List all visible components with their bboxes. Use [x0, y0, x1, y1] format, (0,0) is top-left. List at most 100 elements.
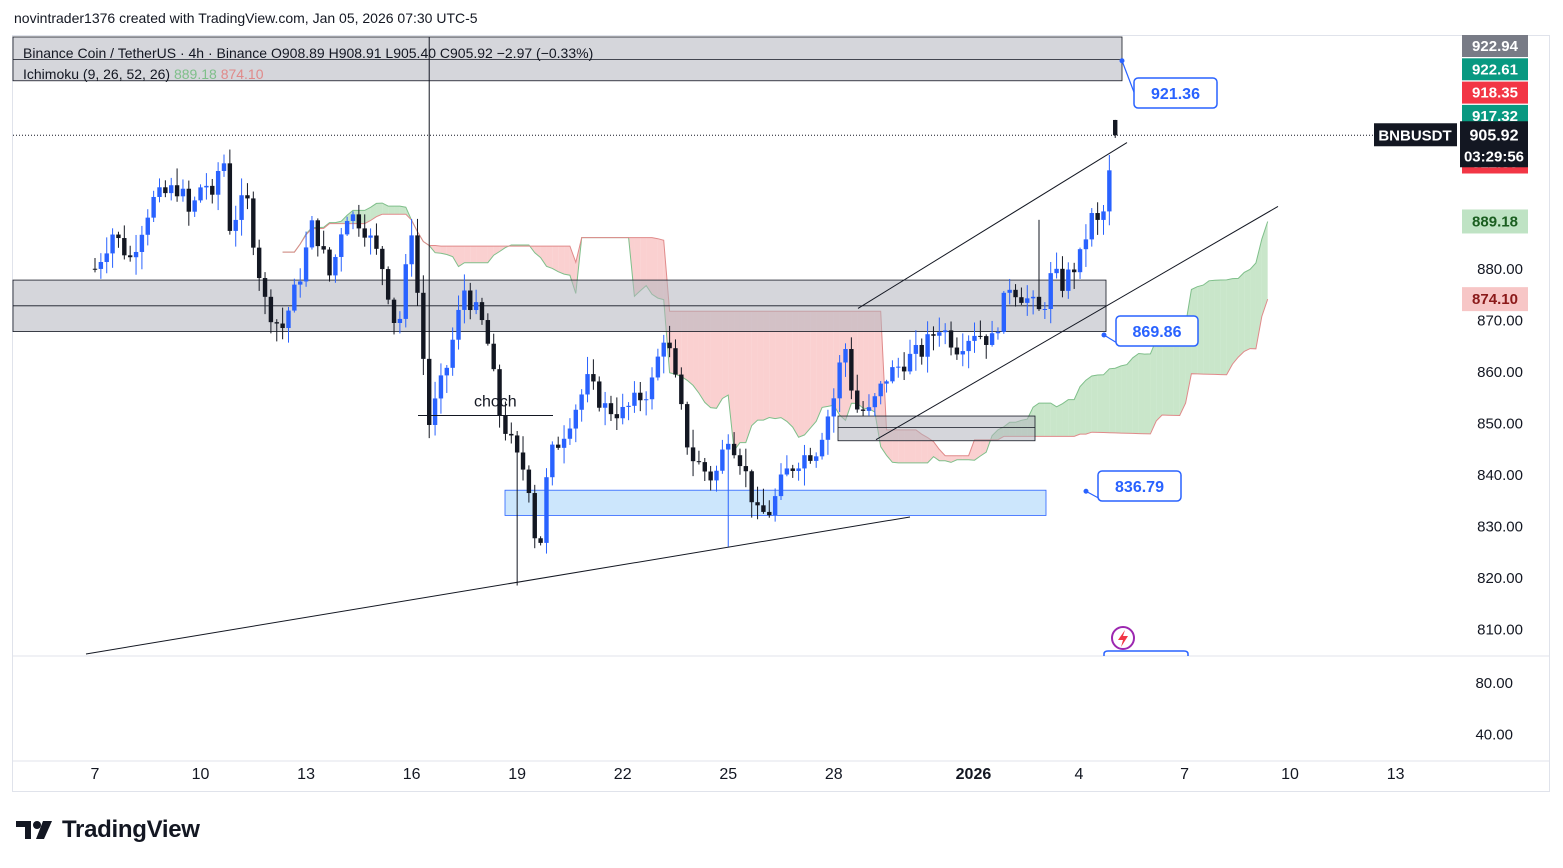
candle-body[interactable]	[931, 334, 936, 336]
candle-body[interactable]	[104, 253, 109, 263]
candle-body[interactable]	[151, 196, 156, 218]
indicator-legend[interactable]: Ichimoku (9, 26, 52, 26) 889.18 874.10	[23, 66, 264, 82]
candle-body[interactable]	[268, 296, 274, 323]
candle-body[interactable]	[796, 468, 801, 471]
candle-body[interactable]	[321, 246, 326, 250]
candle-body[interactable]	[1030, 296, 1036, 299]
candle-body[interactable]	[1019, 297, 1024, 303]
candle-body[interactable]	[1071, 269, 1077, 273]
candle-body[interactable]	[567, 428, 573, 439]
candle-body[interactable]	[92, 268, 98, 270]
candle-body[interactable]	[731, 443, 737, 456]
candle-body[interactable]	[743, 466, 749, 472]
candle-body[interactable]	[127, 255, 133, 258]
candle-body[interactable]	[251, 198, 256, 248]
candle-body[interactable]	[497, 369, 502, 416]
candle-body[interactable]	[655, 356, 661, 378]
candle-body[interactable]	[344, 220, 350, 235]
candle-body[interactable]	[368, 235, 373, 238]
candle-body[interactable]	[391, 299, 397, 323]
candle-body[interactable]	[1054, 268, 1059, 274]
candle-body[interactable]	[397, 318, 403, 323]
span-b-badge[interactable]	[1462, 287, 1528, 312]
candle-body[interactable]	[1077, 249, 1083, 273]
candle-body[interactable]	[374, 235, 379, 249]
candle-body[interactable]	[339, 234, 344, 257]
candle-body[interactable]	[116, 234, 121, 239]
candle-body[interactable]	[145, 217, 150, 235]
candle-body[interactable]	[673, 348, 678, 375]
candle-body[interactable]	[896, 366, 901, 368]
candle-body[interactable]	[808, 455, 813, 461]
span-a-badge[interactable]	[1462, 209, 1528, 234]
candle-body[interactable]	[532, 493, 537, 539]
candle-body[interactable]	[415, 235, 420, 293]
candle-body[interactable]	[233, 219, 238, 231]
candle-body[interactable]	[995, 331, 1001, 334]
candle-body[interactable]	[556, 444, 561, 448]
candle-body[interactable]	[98, 262, 104, 269]
candle-body[interactable]	[843, 349, 848, 363]
candle-body[interactable]	[726, 443, 731, 450]
candle-body[interactable]	[204, 185, 209, 188]
candle-body[interactable]	[602, 403, 608, 408]
candle-body[interactable]	[350, 214, 356, 221]
candle-body[interactable]	[1007, 289, 1012, 293]
candle-body[interactable]	[608, 403, 614, 415]
candle-body[interactable]	[667, 342, 672, 349]
candle-body[interactable]	[157, 187, 162, 197]
candle-body[interactable]	[186, 188, 192, 212]
price-badge[interactable]	[1462, 58, 1528, 81]
candle-body[interactable]	[192, 200, 197, 212]
candle-body[interactable]	[591, 374, 596, 382]
candle-body[interactable]	[227, 163, 233, 231]
candle-body[interactable]	[1089, 213, 1094, 240]
channel-lower-line[interactable]	[875, 206, 1279, 441]
candle-body[interactable]	[286, 310, 291, 329]
candle-body[interactable]	[491, 343, 496, 370]
candle-body[interactable]	[1113, 119, 1118, 136]
candle-body[interactable]	[327, 249, 332, 276]
candle-body[interactable]	[333, 256, 338, 276]
candle-body[interactable]	[526, 469, 532, 494]
candle-body[interactable]	[274, 322, 279, 324]
candle-body[interactable]	[972, 335, 977, 341]
tradingview-logo[interactable]: TradingView	[16, 816, 200, 844]
candle-body[interactable]	[174, 185, 180, 197]
candle-body[interactable]	[180, 188, 186, 197]
price-badge[interactable]	[1462, 35, 1528, 57]
candle-body[interactable]	[514, 435, 520, 453]
candle-body[interactable]	[1013, 289, 1018, 298]
candle-body[interactable]	[855, 390, 860, 410]
candle-body[interactable]	[509, 433, 514, 436]
supply-zone[interactable]	[12, 36, 1123, 82]
candle-body[interactable]	[210, 185, 215, 195]
candle-body[interactable]	[456, 309, 461, 340]
candle-body[interactable]	[597, 381, 602, 408]
candle-body[interactable]	[737, 455, 743, 467]
candle-body[interactable]	[984, 336, 989, 345]
candle-body[interactable]	[1042, 308, 1048, 310]
candle-body[interactable]	[1036, 296, 1042, 310]
candle-body[interactable]	[866, 407, 872, 411]
candle-body[interactable]	[679, 374, 684, 405]
candle-body[interactable]	[579, 394, 584, 410]
candle-body[interactable]	[309, 220, 315, 248]
candle-body[interactable]	[837, 362, 842, 399]
candle-body[interactable]	[432, 398, 438, 425]
candle-body[interactable]	[954, 347, 960, 355]
candle-body[interactable]	[702, 462, 707, 472]
candle-body[interactable]	[215, 170, 221, 195]
candle-body[interactable]	[626, 405, 631, 407]
candle-body[interactable]	[772, 496, 778, 516]
candle-body[interactable]	[520, 452, 526, 470]
candle-body[interactable]	[948, 330, 954, 348]
candle-body[interactable]	[133, 251, 139, 258]
candle-body[interactable]	[544, 477, 549, 543]
candle-body[interactable]	[761, 505, 766, 512]
candle-body[interactable]	[831, 398, 836, 417]
candle-body[interactable]	[755, 502, 760, 506]
candle-body[interactable]	[884, 381, 889, 384]
callout-921-box[interactable]	[1133, 77, 1218, 109]
candle-body[interactable]	[561, 438, 567, 448]
